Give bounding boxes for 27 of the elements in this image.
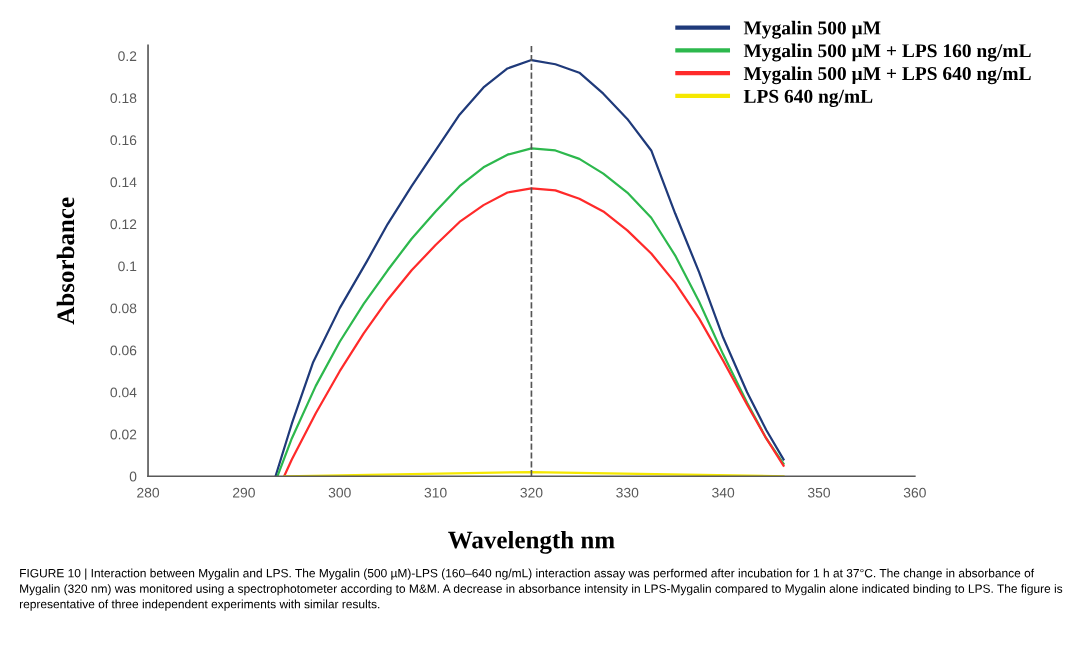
x-tick-label: 320	[520, 487, 543, 498]
legend-label: Mygalin 500 µM + LPS 640 ng/mL	[743, 66, 1031, 85]
x-tick-label: 290	[233, 487, 255, 498]
y-tick-label: 0.1	[118, 261, 137, 272]
y-tick-label: 0.04	[110, 387, 137, 398]
legend-label: LPS 640 ng/mL	[743, 89, 873, 107]
y-tick-label: 0.2	[118, 51, 137, 62]
y-tick-label: 0.08	[110, 303, 137, 314]
x-tick-label: 310	[424, 487, 447, 498]
y-tick-label: 0.02	[110, 429, 137, 440]
y-tick-label: 0.06	[110, 345, 137, 356]
y-tick-label: 0.12	[110, 219, 137, 230]
x-tick-label: 300	[328, 487, 351, 498]
legend-label: Mygalin 500 µM	[743, 20, 881, 39]
y-tick-label: 0.16	[110, 135, 137, 146]
y-tick-label: 0.18	[110, 93, 137, 104]
y-tick-label: 0	[129, 471, 137, 482]
caption: FIGURE 10 | Interaction between Mygalin and LPS. The Mygalin (500 µM)-LPS (160–640 ng/mL) interaction assay was performed after incubation for 1 h at 37°C. The change in absorbance of Mygalin (320 nm) was monitored using a spectrophotometer according to M&M. A decrease in absorbance intensity in LPS-Mygalin compared to Mygalin alone indicated binding to LPS. The figure is representative of three independent experiments with similar results.	[19, 568, 1063, 611]
x-tick-label: 280	[137, 487, 160, 498]
y-axis-title: Absorbance	[56, 197, 75, 325]
y-tick-label: 0.14	[110, 177, 137, 188]
x-axis-title: Wavelength nm	[448, 530, 615, 554]
x-tick-label: 330	[616, 487, 639, 498]
legend-label: Mygalin 500 µM + LPS 160 ng/mL	[743, 43, 1031, 62]
x-tick-label: 340	[712, 487, 735, 498]
x-tick-label: 360	[903, 487, 926, 498]
x-tick-label: 350	[807, 487, 831, 498]
